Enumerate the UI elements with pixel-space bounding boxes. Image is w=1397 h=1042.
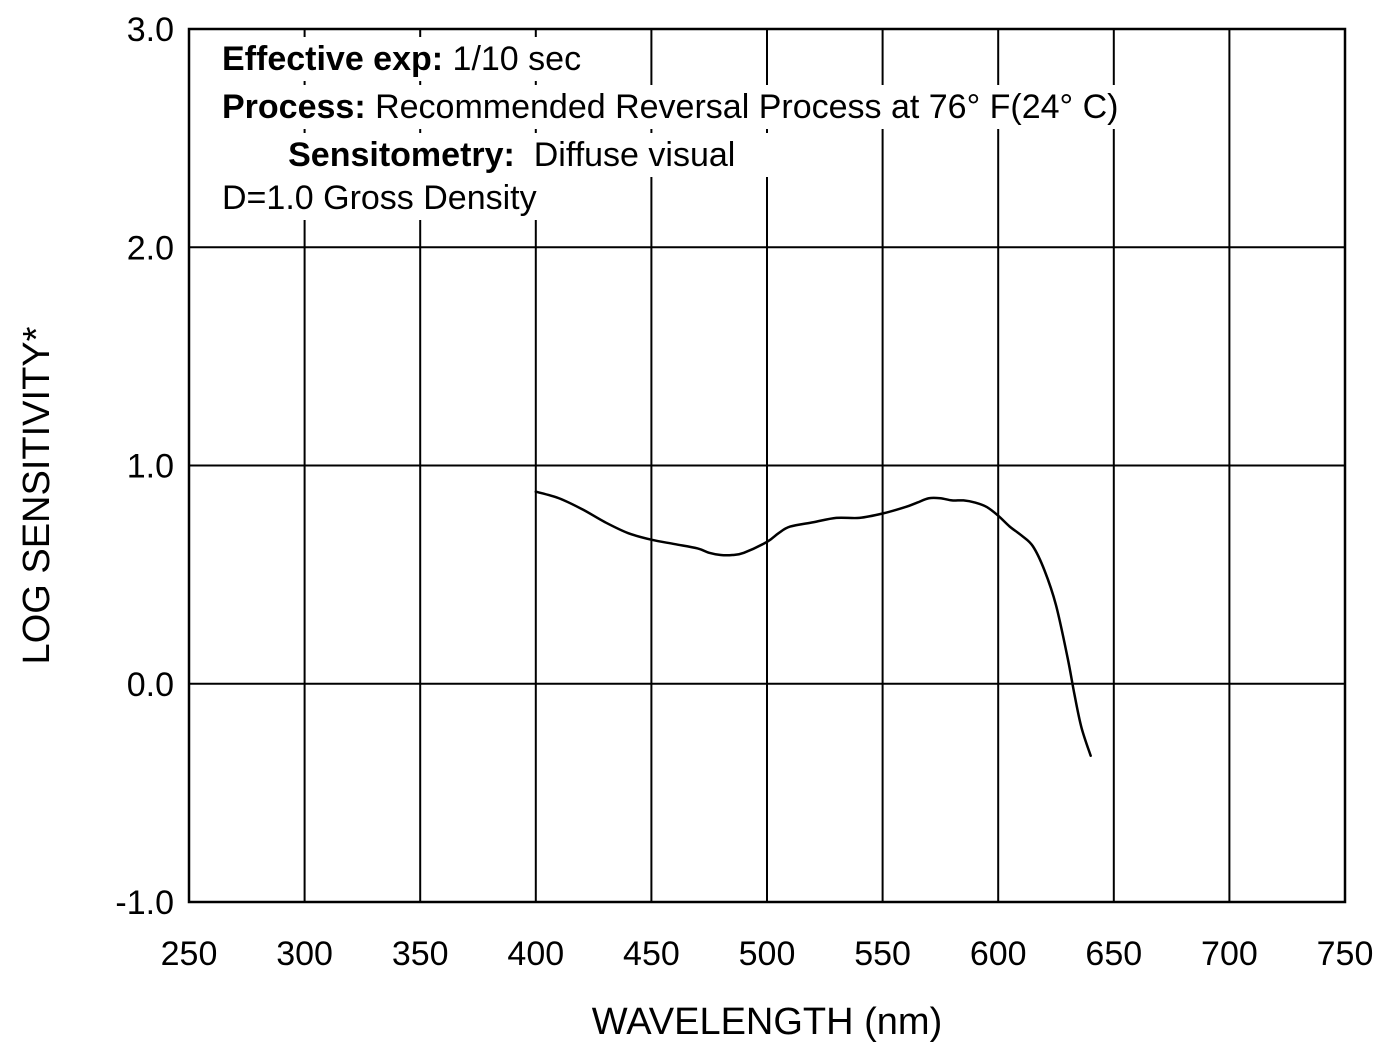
series-line-log-sensitivity (534, 490, 1092, 758)
y-tick-label: 0.0 (127, 666, 174, 704)
x-axis-tick-labels: 250 300 350 400 450 500 550 600 650 700 750 (161, 935, 1374, 973)
x-tick-label: 450 (623, 935, 680, 973)
y-axis-tick-labels: -1.0 0.0 1.0 2.0 3.0 (115, 11, 174, 922)
x-tick-label: 600 (970, 935, 1027, 973)
y-axis-title: LOG SENSITIVITY* (16, 326, 58, 664)
x-tick-label: 750 (1317, 935, 1374, 973)
x-tick-label: 250 (161, 935, 218, 973)
y-tick-label: 2.0 (127, 229, 174, 267)
x-tick-label: 650 (1085, 935, 1142, 973)
annotation-line-sensitometry: Sensitometry: Diffuse visual (222, 136, 783, 174)
x-tick-label: 700 (1201, 935, 1258, 973)
x-tick-label: 500 (739, 935, 796, 973)
x-tick-label: 400 (507, 935, 564, 973)
y-tick-label: 1.0 (127, 448, 174, 486)
x-axis-title: WAVELENGTH (nm) (592, 1001, 942, 1042)
x-tick-label: 550 (854, 935, 911, 973)
annotation-line-background (218, 37, 586, 81)
annotation-line-process: Process: Recommended Reversal Process at… (222, 88, 1118, 126)
annotation-line-background (218, 85, 1123, 129)
annotation-box: Effective exp: 1/10 sec Process: Recomme… (218, 37, 1123, 220)
x-tick-label: 300 (276, 935, 333, 973)
annotation-line-density: D=1.0 Gross Density (222, 179, 537, 217)
y-tick-label: -1.0 (115, 884, 174, 922)
x-tick-label: 350 (392, 935, 449, 973)
y-tick-label: 3.0 (127, 11, 174, 49)
annotation-line-background (218, 176, 541, 220)
plot-frame (187, 27, 1347, 904)
annotation-line-effective-exp: Effective exp: 1/10 sec (222, 40, 581, 78)
annotation-line-background (218, 133, 787, 177)
